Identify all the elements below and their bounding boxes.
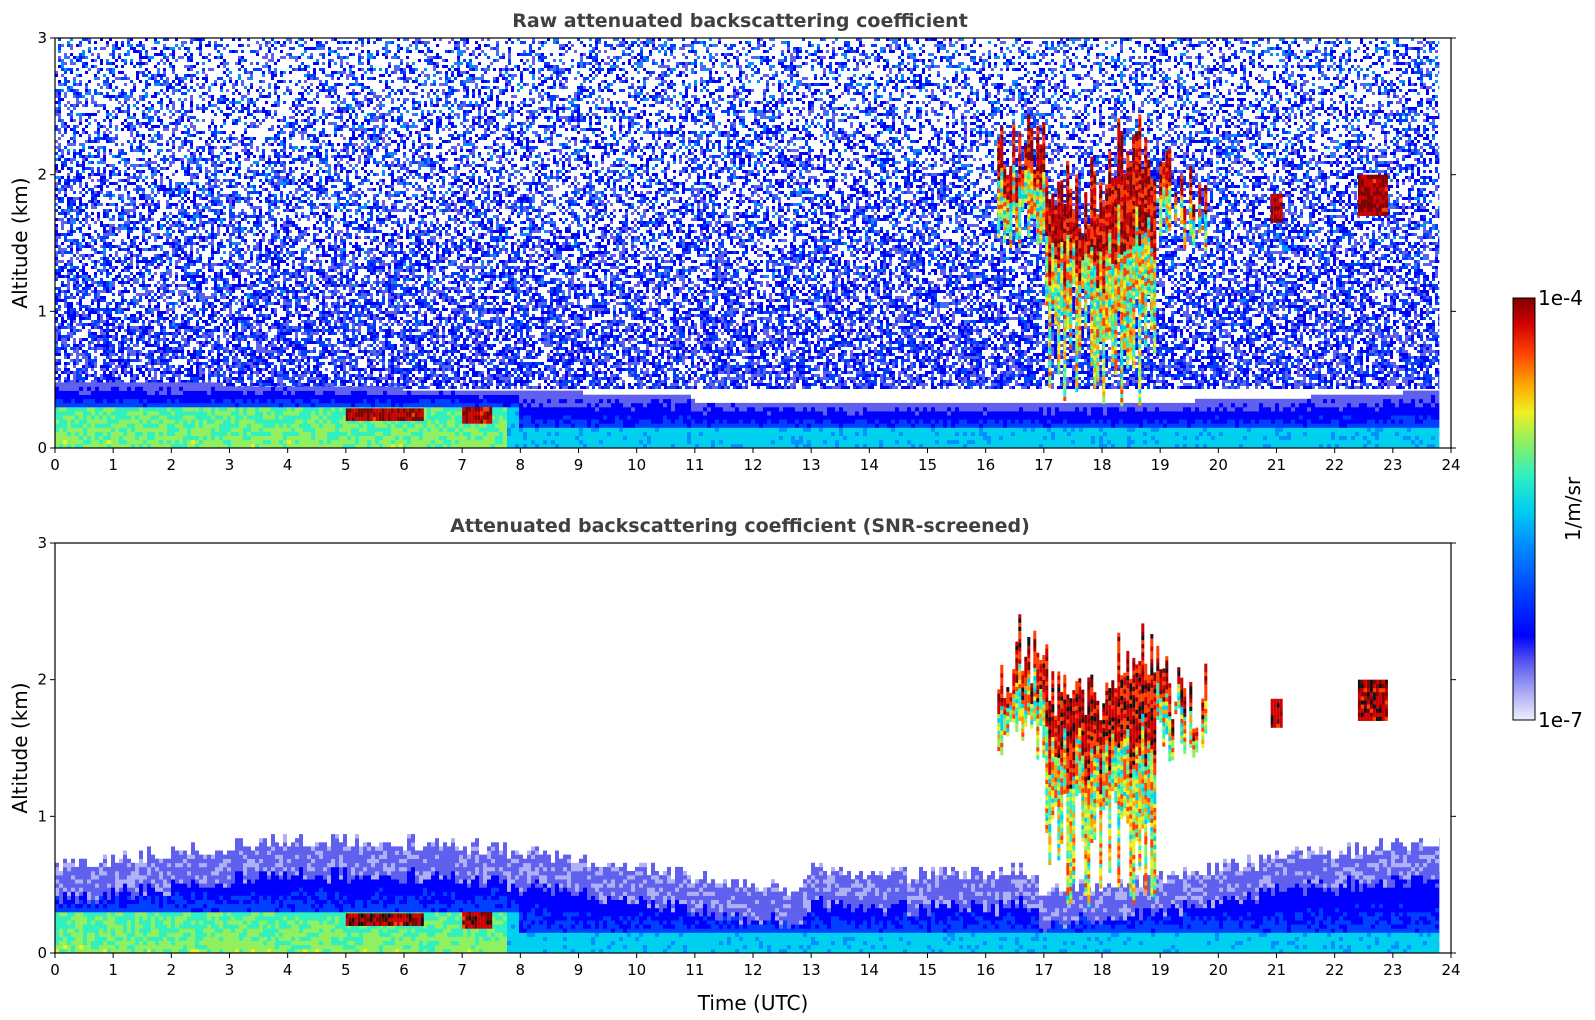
cloud-region bbox=[1358, 175, 1388, 216]
x-tick-label: 9 bbox=[574, 456, 584, 474]
x-tick-label: 17 bbox=[1034, 456, 1053, 474]
x-axis: 0 1 2 3 4 5 6 7 8 9 10 11 12 13 14 15 16 17 18 19 20 21 22 23 24 bbox=[50, 953, 1460, 979]
x-tick-label: 3 bbox=[225, 456, 235, 474]
x-tick-label: 19 bbox=[1151, 456, 1170, 474]
x-tick-label: 1 bbox=[108, 456, 118, 474]
high-backscatter-patch bbox=[346, 408, 424, 421]
y-tick-label: 2 bbox=[37, 166, 47, 184]
x-tick-label: 8 bbox=[516, 456, 526, 474]
x-tick-label: 21 bbox=[1267, 456, 1286, 474]
x-tick-label: 2 bbox=[167, 456, 177, 474]
high-backscatter-patch bbox=[462, 912, 492, 929]
x-tick-label: 20 bbox=[1209, 456, 1228, 474]
x-tick-label: 4 bbox=[283, 961, 293, 979]
x-axis-label: Time (UTC) bbox=[697, 991, 809, 1015]
x-tick-label: 18 bbox=[1092, 456, 1111, 474]
cloud-region bbox=[1271, 194, 1283, 223]
x-tick-label: 14 bbox=[860, 961, 879, 979]
y-tick-label: 0 bbox=[37, 944, 47, 962]
colorbar-gradient bbox=[1513, 298, 1535, 720]
x-tick-label: 15 bbox=[918, 456, 937, 474]
x-tick-label: 9 bbox=[574, 961, 584, 979]
x-tick-label: 18 bbox=[1092, 961, 1111, 979]
x-tick-label: 6 bbox=[399, 456, 409, 474]
x-tick-label: 11 bbox=[685, 456, 704, 474]
heatmap-area bbox=[55, 38, 1451, 448]
high-backscatter-patch bbox=[346, 913, 424, 926]
x-tick-label: 22 bbox=[1325, 456, 1344, 474]
panel-screened: Attenuated backscattering coefficient (S… bbox=[8, 515, 1461, 1015]
cloud-region bbox=[1271, 699, 1283, 728]
chart-title: Attenuated backscattering coefficient (S… bbox=[450, 515, 1030, 537]
y-tick-label: 0 bbox=[37, 439, 47, 457]
colorbar: 1e-4 1e-7 1/m/sr bbox=[1513, 286, 1585, 732]
x-tick-label: 14 bbox=[860, 456, 879, 474]
heatmap-area bbox=[55, 543, 1451, 953]
x-tick-label: 21 bbox=[1267, 961, 1286, 979]
colorbar-min-label: 1e-7 bbox=[1538, 708, 1583, 732]
y-axis-label: Altitude (km) bbox=[8, 177, 32, 308]
x-tick-label: 12 bbox=[743, 961, 762, 979]
chart-title: Raw attenuated backscattering coefficien… bbox=[512, 10, 968, 32]
x-tick-label: 4 bbox=[283, 456, 293, 474]
x-tick-label: 15 bbox=[918, 961, 937, 979]
y-tick-label: 3 bbox=[37, 29, 47, 47]
x-tick-label: 3 bbox=[225, 961, 235, 979]
x-tick-label: 16 bbox=[976, 456, 995, 474]
x-tick-label: 5 bbox=[341, 961, 351, 979]
x-tick-label: 13 bbox=[802, 961, 821, 979]
x-tick-label: 2 bbox=[167, 961, 177, 979]
x-tick-label: 17 bbox=[1034, 961, 1053, 979]
x-tick-label: 22 bbox=[1325, 961, 1344, 979]
x-tick-label: 24 bbox=[1441, 961, 1460, 979]
high-backscatter-patch bbox=[462, 407, 492, 424]
x-tick-label: 20 bbox=[1209, 961, 1228, 979]
cloud-region bbox=[1358, 680, 1388, 721]
colorbar-max-label: 1e-4 bbox=[1538, 286, 1583, 310]
x-tick-label: 10 bbox=[627, 961, 646, 979]
y-tick-label: 3 bbox=[37, 534, 47, 552]
x-tick-label: 7 bbox=[457, 961, 467, 979]
x-tick-label: 11 bbox=[685, 961, 704, 979]
y-tick-label: 1 bbox=[37, 302, 47, 320]
x-tick-label: 19 bbox=[1151, 961, 1170, 979]
x-tick-label: 0 bbox=[50, 961, 60, 979]
x-tick-label: 5 bbox=[341, 456, 351, 474]
x-tick-label: 10 bbox=[627, 456, 646, 474]
x-tick-label: 0 bbox=[50, 456, 60, 474]
y-tick-label: 1 bbox=[37, 807, 47, 825]
colorbar-unit-label: 1/m/sr bbox=[1561, 476, 1585, 541]
x-tick-label: 1 bbox=[108, 961, 118, 979]
x-tick-label: 6 bbox=[399, 961, 409, 979]
x-tick-label: 13 bbox=[802, 456, 821, 474]
panel-raw: Raw attenuated backscattering coefficien… bbox=[8, 10, 1461, 474]
x-tick-label: 24 bbox=[1441, 456, 1460, 474]
x-axis: 0 1 2 3 4 5 6 7 8 9 10 11 12 13 14 15 16 17 18 19 20 21 22 23 24 bbox=[50, 448, 1460, 474]
x-tick-label: 8 bbox=[516, 961, 526, 979]
figure: Raw attenuated backscattering coefficien… bbox=[0, 0, 1595, 1020]
x-tick-label: 16 bbox=[976, 961, 995, 979]
x-tick-label: 7 bbox=[457, 456, 467, 474]
y-tick-label: 2 bbox=[37, 671, 47, 689]
x-tick-label: 23 bbox=[1383, 961, 1402, 979]
y-axis-label: Altitude (km) bbox=[8, 682, 32, 813]
x-tick-label: 23 bbox=[1383, 456, 1402, 474]
x-tick-label: 12 bbox=[743, 456, 762, 474]
